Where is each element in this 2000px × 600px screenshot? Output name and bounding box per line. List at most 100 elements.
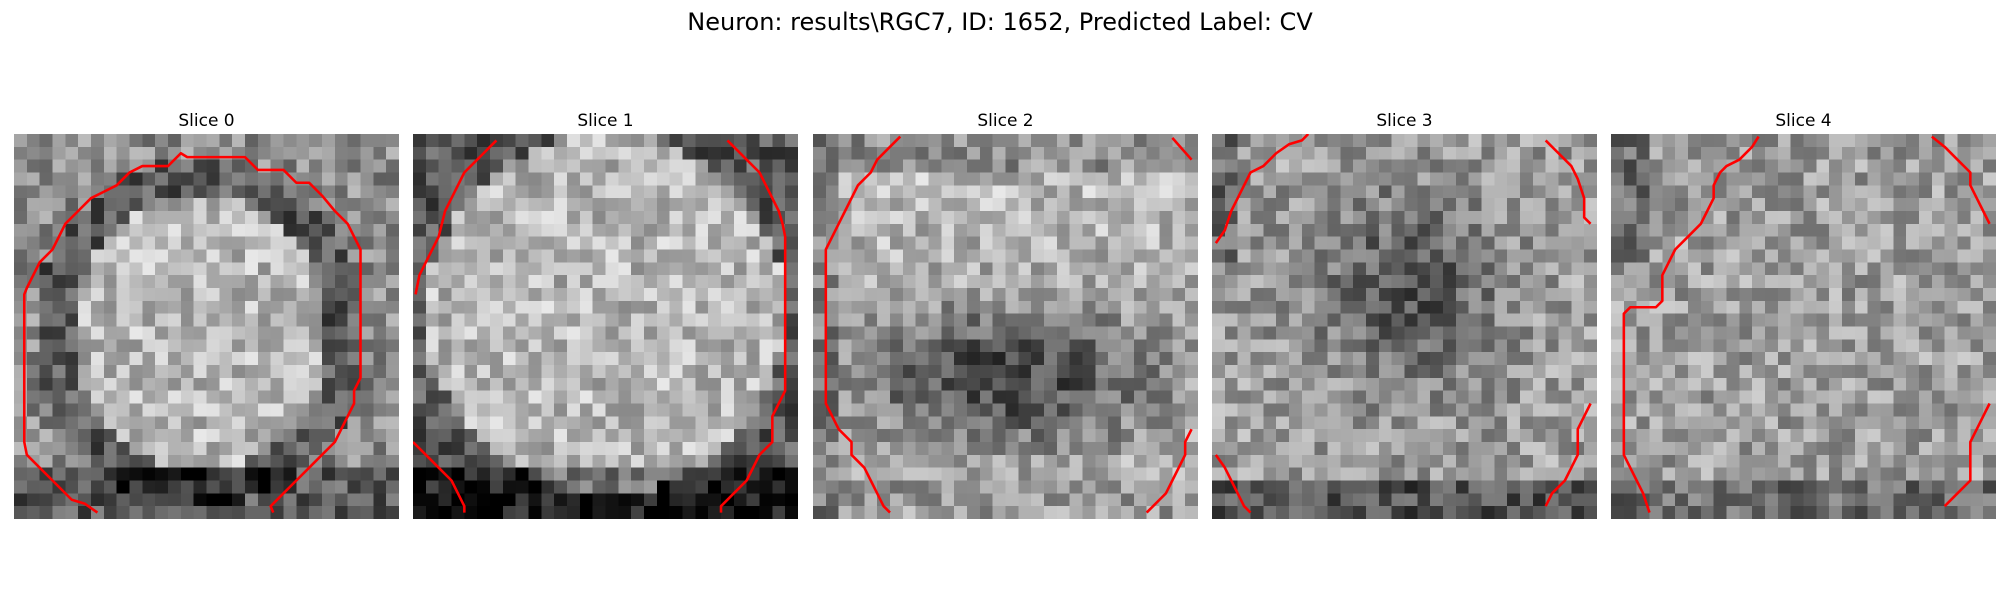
pixel <box>502 390 516 404</box>
pixel <box>1803 146 1817 160</box>
pixel <box>1829 223 1843 237</box>
pixel <box>1455 262 1469 276</box>
pixel <box>954 429 968 443</box>
pixel <box>1366 365 1380 379</box>
pixel <box>515 454 529 468</box>
pixel <box>490 365 504 379</box>
pixel <box>1829 236 1843 250</box>
pixel <box>1005 275 1019 289</box>
pixel <box>39 506 53 519</box>
pixel <box>1263 493 1277 507</box>
pixel <box>631 506 645 519</box>
pixel <box>1327 300 1341 314</box>
pixel <box>1185 236 1198 250</box>
pixel <box>451 198 465 212</box>
pixel <box>1867 262 1881 276</box>
pixel <box>656 326 670 340</box>
pixel <box>451 403 465 417</box>
pixel <box>1829 467 1843 481</box>
pixel <box>1494 313 1508 327</box>
pixel <box>168 262 182 276</box>
pixel <box>1816 146 1830 160</box>
pixel <box>26 159 40 173</box>
pixel <box>1005 390 1019 404</box>
pixel <box>1212 262 1226 276</box>
pixel <box>838 390 852 404</box>
pixel <box>180 159 194 173</box>
pixel <box>1623 134 1637 148</box>
pixel <box>1018 146 1032 160</box>
pixel <box>1353 198 1367 212</box>
pixel <box>1481 493 1495 507</box>
pixel <box>360 454 374 468</box>
pixel <box>1700 493 1714 507</box>
pixel <box>1867 339 1881 353</box>
pixel <box>1378 352 1392 366</box>
pixel <box>721 377 735 391</box>
pixel <box>682 429 696 443</box>
pixel <box>52 262 66 276</box>
pixel <box>669 159 683 173</box>
pixel <box>528 429 542 443</box>
pixel <box>554 416 568 430</box>
pixel <box>1095 172 1109 186</box>
pixel <box>1688 313 1702 327</box>
pixel <box>309 377 323 391</box>
pixel <box>1532 390 1546 404</box>
pixel <box>928 416 942 430</box>
pixel <box>1212 288 1226 302</box>
pixel <box>1584 134 1597 148</box>
pixel <box>1417 493 1431 507</box>
pixel <box>193 390 207 404</box>
pixel <box>1378 493 1392 507</box>
pixel <box>656 390 670 404</box>
pixel <box>1520 365 1534 379</box>
pixel <box>721 467 735 481</box>
pixel <box>1031 275 1045 289</box>
pixel <box>1571 223 1585 237</box>
pixel <box>733 288 747 302</box>
pixel <box>1919 134 1933 148</box>
pixel <box>142 211 156 225</box>
pixel <box>1507 326 1521 340</box>
pixel <box>631 403 645 417</box>
pixel <box>1481 352 1495 366</box>
pixel <box>180 211 194 225</box>
pixel <box>334 390 348 404</box>
pixel <box>116 134 130 148</box>
pixel <box>477 506 491 519</box>
pixel <box>1301 313 1315 327</box>
pixel <box>1880 288 1894 302</box>
pixel <box>1623 275 1637 289</box>
pixel <box>528 300 542 314</box>
pixel <box>14 480 28 494</box>
pixel <box>1726 146 1740 160</box>
pixel <box>1237 146 1251 160</box>
pixel <box>772 275 786 289</box>
pixel <box>1713 390 1727 404</box>
pixel <box>490 313 504 327</box>
pixel <box>644 172 658 186</box>
pixel <box>592 326 606 340</box>
pixel <box>322 146 336 160</box>
pixel <box>902 300 916 314</box>
pixel <box>695 365 709 379</box>
pixel <box>257 442 271 456</box>
pixel <box>103 236 117 250</box>
pixel <box>682 249 696 263</box>
pixel <box>1005 416 1019 430</box>
pixel <box>1816 493 1830 507</box>
pixel <box>245 185 259 199</box>
pixel <box>890 442 904 456</box>
pixel <box>129 390 143 404</box>
pixel <box>232 454 246 468</box>
pixel <box>103 403 117 417</box>
pixel <box>1867 288 1881 302</box>
pixel <box>1611 339 1625 353</box>
pixel <box>477 249 491 263</box>
pixel <box>1121 288 1135 302</box>
pixel <box>1185 377 1198 391</box>
pixel <box>759 223 773 237</box>
pixel <box>206 339 220 353</box>
pixel <box>759 416 773 430</box>
